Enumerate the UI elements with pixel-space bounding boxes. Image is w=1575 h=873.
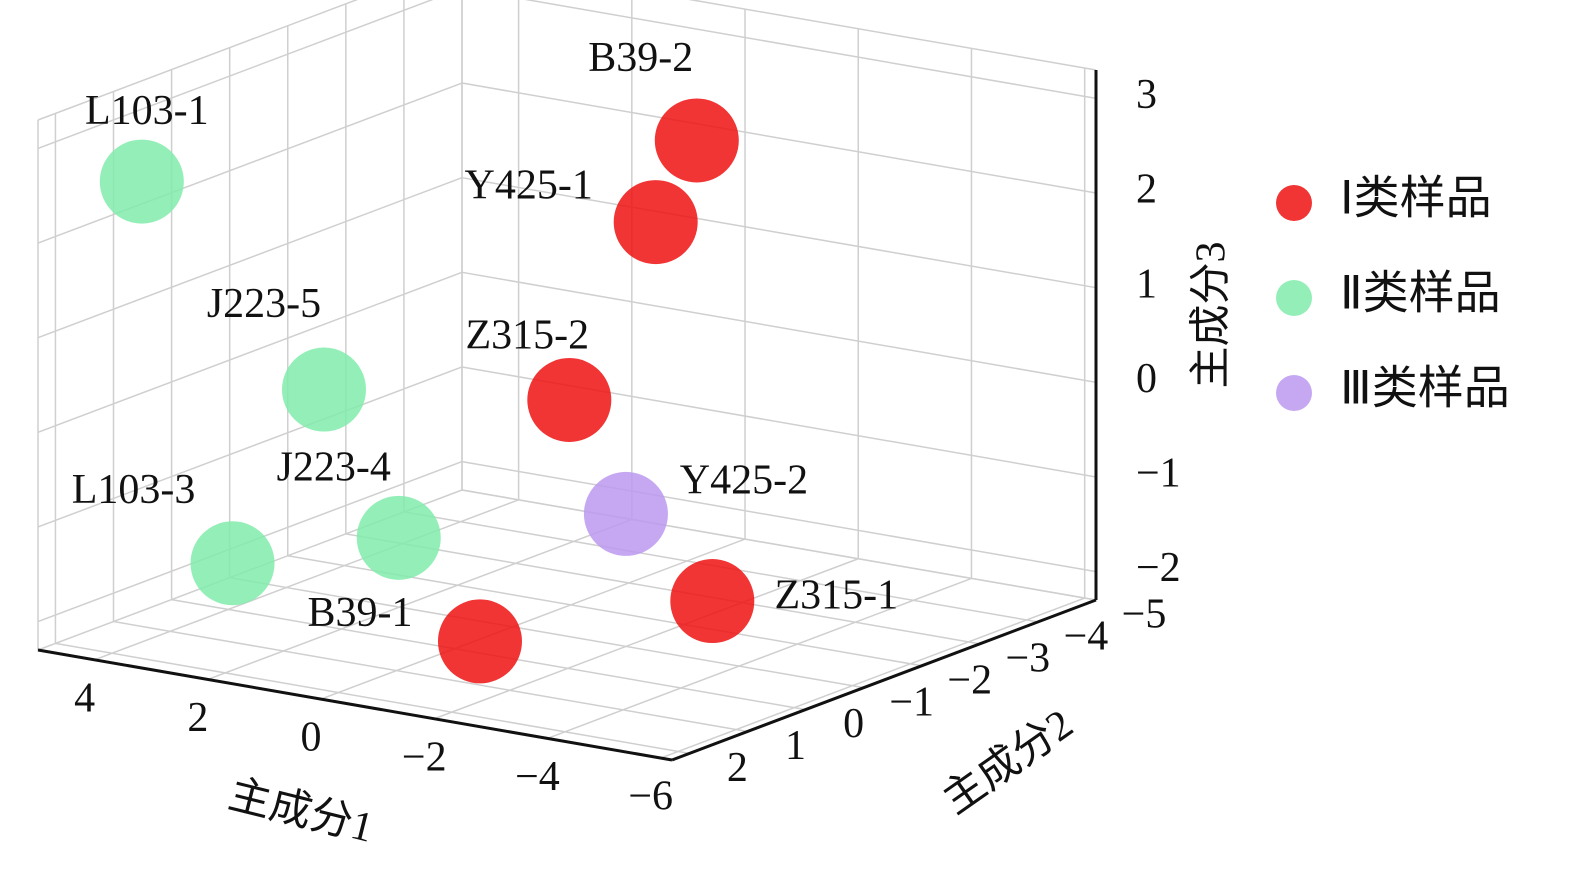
- z-tick-label: −1: [1136, 451, 1181, 497]
- point-label: L103-1: [85, 88, 209, 134]
- z-tick-label: 3: [1136, 72, 1157, 118]
- point-label: B39-1: [307, 590, 412, 636]
- grid-line: [433, 558, 859, 720]
- data-point: [527, 357, 612, 442]
- y-axis-title: 主成分2: [935, 701, 1082, 823]
- x-tick-label: −2: [402, 734, 447, 780]
- y-axis-line: [671, 598, 1097, 762]
- data-point: [670, 559, 755, 644]
- grid-line: [37, 366, 463, 528]
- grid-line: [461, 82, 1097, 194]
- point-label: J223-4: [277, 444, 391, 490]
- data-point: [356, 495, 441, 580]
- grid-line: [37, 82, 463, 244]
- legend-label: Ⅱ类样品: [1340, 268, 1501, 319]
- grid-line: [94, 499, 519, 661]
- grid-line: [37, 271, 463, 434]
- grid-line: [345, 533, 980, 645]
- grid-line: [37, 176, 463, 339]
- z-tick-label: 2: [1136, 167, 1157, 213]
- point-label: L103-3: [72, 467, 196, 513]
- y-tick-label: 2: [727, 745, 748, 791]
- grid-line: [320, 538, 746, 700]
- y-tick-label: −2: [947, 657, 992, 703]
- z-tick-label: 0: [1136, 356, 1157, 402]
- grid-line: [547, 577, 972, 740]
- data-point: [654, 98, 739, 183]
- x-axis-title: 主成分1: [224, 772, 378, 852]
- legend-marker: [1276, 185, 1312, 221]
- legend-marker: [1276, 375, 1312, 411]
- y-tick-label: −3: [1005, 635, 1050, 681]
- x-tick-label: 2: [187, 695, 208, 741]
- grid-line: [660, 597, 1085, 759]
- data-point: [281, 347, 366, 432]
- point-label: Z315-1: [774, 573, 898, 619]
- legend-label: Ⅰ类样品: [1340, 173, 1492, 224]
- grid-line: [229, 576, 864, 689]
- y-tick-label: 1: [785, 723, 806, 769]
- data-point: [190, 521, 275, 606]
- grid-line: [113, 620, 748, 733]
- legend-marker: [1276, 280, 1312, 316]
- grid-line: [37, 0, 434, 150]
- x-tick-label: −4: [515, 754, 560, 800]
- grid-line: [461, 460, 1097, 573]
- point-label: Y425-2: [680, 458, 808, 504]
- grid-line: [55, 642, 690, 755]
- data-point: [613, 180, 698, 265]
- y-tick-label: −1: [889, 679, 934, 725]
- x-tick-label: −6: [628, 774, 673, 820]
- wall-edge: [688, 0, 1097, 71]
- grid-line: [461, 176, 1097, 289]
- y-tick-label: 0: [843, 701, 864, 747]
- legend-label: Ⅲ类样品: [1340, 363, 1510, 414]
- z-tick-label: −2: [1136, 545, 1181, 591]
- point-label: Y425-1: [465, 163, 593, 209]
- y-tick-label: −4: [1064, 614, 1109, 660]
- point-label: Z315-2: [465, 313, 589, 359]
- z-tick-label: 1: [1136, 261, 1157, 307]
- x-tick-label: 0: [301, 715, 322, 761]
- point-label: J223-5: [207, 281, 321, 327]
- x-axis-line: [37, 648, 673, 762]
- grid-line: [524, 0, 1097, 100]
- data-point: [99, 139, 184, 224]
- x-tick-label: 4: [74, 675, 95, 721]
- grid-line: [207, 518, 633, 681]
- point-label: B39-2: [588, 35, 693, 81]
- data-point: [437, 599, 522, 684]
- y-tick-label: −5: [1122, 592, 1167, 638]
- z-axis-title: 主成分3: [1189, 241, 1235, 388]
- data-point: [583, 471, 668, 556]
- grid-line: [461, 489, 1097, 601]
- wall-edge: [37, 0, 359, 121]
- grid-line: [461, 271, 1097, 384]
